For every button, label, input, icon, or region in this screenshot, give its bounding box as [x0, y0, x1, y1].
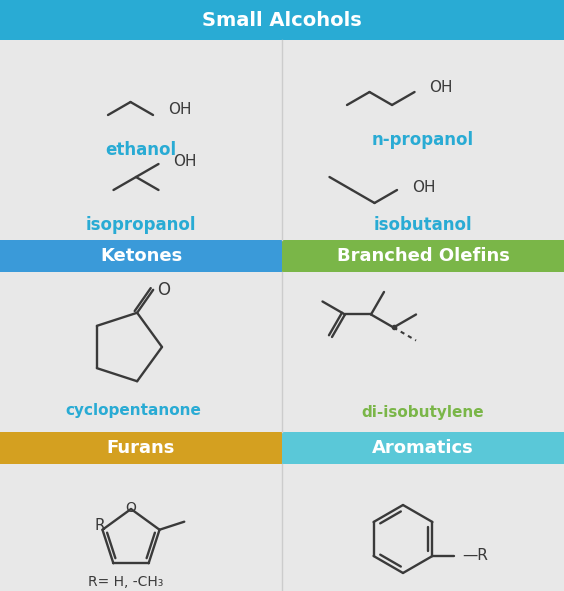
- Bar: [282, 240, 564, 272]
- Text: OH: OH: [430, 80, 453, 96]
- Text: —R: —R: [462, 548, 488, 563]
- Text: R: R: [94, 518, 105, 533]
- Text: isobutanol: isobutanol: [374, 216, 472, 234]
- Text: Branched Olefins: Branched Olefins: [337, 247, 509, 265]
- Text: Ketones: Ketones: [100, 247, 182, 265]
- Text: R= H, -CH₃: R= H, -CH₃: [89, 575, 164, 589]
- Bar: [282, 464, 564, 591]
- Text: cyclopentanone: cyclopentanone: [65, 402, 201, 417]
- Text: n-propanol: n-propanol: [372, 131, 474, 149]
- Text: O: O: [157, 281, 170, 299]
- Bar: [0, 432, 282, 464]
- Bar: [0, 240, 282, 272]
- Bar: [0, 272, 282, 432]
- Text: isopropanol: isopropanol: [86, 216, 196, 234]
- Text: Aromatics: Aromatics: [372, 439, 474, 457]
- Text: ethanol: ethanol: [105, 141, 177, 159]
- Bar: [282, 272, 564, 432]
- Text: Small Alcohols: Small Alcohols: [202, 11, 362, 30]
- Text: Furans: Furans: [107, 439, 175, 457]
- Bar: [0, 40, 564, 240]
- Bar: [0, 0, 564, 40]
- Bar: [0, 464, 282, 591]
- Text: di-isobutylene: di-isobutylene: [362, 404, 484, 420]
- Text: OH: OH: [168, 102, 192, 118]
- Text: OH: OH: [412, 180, 435, 194]
- Text: OH: OH: [174, 154, 197, 168]
- Bar: [282, 432, 564, 464]
- Text: O: O: [126, 501, 136, 515]
